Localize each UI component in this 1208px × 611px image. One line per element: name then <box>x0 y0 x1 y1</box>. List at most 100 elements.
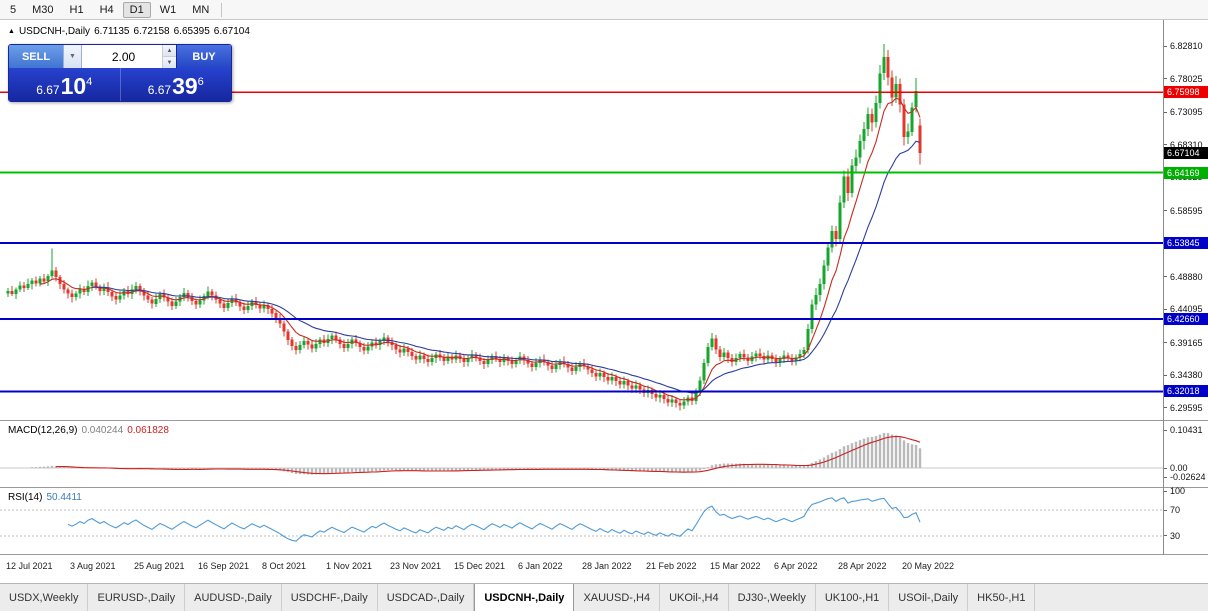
price-scale-label: 6.68310 <box>1170 139 1203 150</box>
timeframe-button-h1[interactable]: H1 <box>69 3 84 16</box>
bid-price-prefix: 6.67 <box>36 83 60 97</box>
chart-tab-uk100-h1[interactable]: UK100-,H1 <box>816 584 890 611</box>
ohlc-open: 6.71135 <box>94 26 130 37</box>
buy-price-display[interactable]: 6.67 39 6 <box>121 68 232 101</box>
chart-tab-audusd-daily[interactable]: AUDUSD-,Daily <box>185 584 282 611</box>
rsi-value: 50.4411 <box>46 492 82 503</box>
chart-tab-bar: USDX,Weekly EURUSD-,Daily AUDUSD-,Daily USD… <box>0 583 1208 611</box>
panel-resize-separator[interactable] <box>0 487 1208 488</box>
chart-tab-usdcnh-daily[interactable]: USDCNH-,Daily <box>474 584 575 611</box>
scale-separator <box>1163 20 1164 555</box>
price-scale-label: 6.73095 <box>1170 107 1203 118</box>
timeframe-button-w1[interactable]: W1 <box>159 3 177 16</box>
macd-scale-label: 0.00 <box>1170 463 1188 473</box>
date-label: 8 Oct 2021 <box>262 561 307 571</box>
macd-scale-label: -0.02624 <box>1170 472 1206 483</box>
rsi-indicator-panel[interactable] <box>0 488 1163 554</box>
date-label: 12 Jul 2021 <box>6 561 53 571</box>
rsi-scale-label: 70 <box>1170 505 1181 516</box>
macd-title: MACD(12,26,9) <box>8 425 78 436</box>
rsi-scale-label: 30 <box>1170 530 1181 541</box>
chart-tab-usdx-weekly[interactable]: USDX,Weekly <box>0 584 89 611</box>
price-scale-tick <box>1164 111 1167 113</box>
date-label: 21 Feb 2022 <box>646 561 697 571</box>
price-scale-label: 6.82810 <box>1170 41 1203 51</box>
rsi-header: RSI(14) 50.4411 <box>8 492 82 503</box>
spin-down-icon[interactable]: ▼ <box>163 57 176 68</box>
price-badge: 6.42660 <box>1164 312 1208 325</box>
date-label: 28 Jan 2022 <box>582 561 632 571</box>
toolbar-separator <box>221 2 223 17</box>
date-label: 15 Mar 2022 <box>710 561 761 571</box>
date-label: 6 Apr 2022 <box>774 561 818 571</box>
timeframe-button-mn[interactable]: MN <box>192 3 210 16</box>
timeframe-button-d1[interactable]: D1 <box>122 1 151 18</box>
timeframe-button-5[interactable]: 5 <box>10 3 17 16</box>
chart-tab-hk50-h1[interactable]: HK50-,H1 <box>968 584 1036 611</box>
rsi-scale-label: 100 <box>1170 486 1186 496</box>
timeframe-button-h4[interactable]: H4 <box>99 3 114 16</box>
price-scale-label: 6.48880 <box>1170 271 1203 282</box>
date-label: 20 May 2022 <box>902 561 955 571</box>
price-scale-tick <box>1164 276 1167 278</box>
macd-scale-tick <box>1164 429 1167 431</box>
one-click-trading-panel: SELL ▼ ▲ ▼ BUY 6.67 10 4 6.67 39 <box>8 44 232 102</box>
date-label: 23 Nov 2021 <box>390 561 442 571</box>
chart-tab-usoil-daily[interactable]: USOil-,Daily <box>889 584 969 611</box>
volume-input[interactable] <box>82 45 176 68</box>
timeframe-button-m30[interactable]: M30 <box>32 3 54 16</box>
price-scale-label: 6.58595 <box>1170 205 1203 216</box>
rsi-scale-tick <box>1164 535 1167 537</box>
volume-dropdown-button[interactable]: ▼ <box>63 45 82 68</box>
buy-button[interactable]: BUY <box>176 45 231 68</box>
ohlc-low: 6.65395 <box>173 26 210 37</box>
price-scale[interactable]: 6.828106.780256.730956.683106.635256.585… <box>1164 20 1208 420</box>
price-scale-label: 6.29595 <box>1170 402 1203 413</box>
panel-resize-separator[interactable] <box>0 420 1208 421</box>
rsi-title: RSI(14) <box>8 492 43 503</box>
price-scale-label: 6.34380 <box>1170 370 1203 381</box>
date-label: 6 Jan 2022 <box>518 561 563 571</box>
date-label: 16 Sep 2021 <box>198 561 250 571</box>
macd-scale-tick <box>1164 476 1167 478</box>
chart-tab-usdcad-daily[interactable]: USDCAD-,Daily <box>378 584 475 611</box>
chart-tab-usdchf-daily[interactable]: USDCHF-,Daily <box>282 584 378 611</box>
chart-marker-icon: ▲ <box>8 28 15 35</box>
volume-spinner: ▲ ▼ <box>162 45 176 68</box>
spin-up-icon[interactable]: ▲ <box>163 45 176 57</box>
panel-resize-separator[interactable] <box>0 554 1208 555</box>
price-scale-tick <box>1164 407 1167 409</box>
timeframe-toolbar: 5 M30 H1 H4 D1 W1 MN <box>0 0 1208 20</box>
price-scale-tick <box>1164 45 1167 47</box>
date-label: 3 Aug 2021 <box>70 561 116 571</box>
sell-button[interactable]: SELL <box>9 45 63 68</box>
chart-symbol-period: USDCNH-,Daily <box>18 26 91 37</box>
rsi-scale-tick <box>1164 509 1167 511</box>
macd-scale-tick <box>1164 467 1167 469</box>
price-scale-tick <box>1164 374 1167 376</box>
sell-price-display[interactable]: 6.67 10 4 <box>9 68 121 101</box>
price-scale-tick <box>1164 144 1167 146</box>
chevron-down-icon: ▼ <box>69 53 76 60</box>
macd-indicator-panel[interactable] <box>0 421 1163 487</box>
ask-price-pips: 39 <box>172 73 198 99</box>
price-scale-tick <box>1164 308 1167 310</box>
time-axis[interactable]: 12 Jul 2021 3 Aug 2021 25 Aug 2021 16 Sep 2… <box>0 555 1163 582</box>
ohlc-close: 6.67104 <box>213 26 250 37</box>
price-scale-label: 6.78025 <box>1170 73 1203 84</box>
chart-tab-eurusd-daily[interactable]: EURUSD-,Daily <box>88 584 186 611</box>
price-scale-tick <box>1164 210 1167 212</box>
macd-main-value: 0.040244 <box>81 425 124 436</box>
chart-tab-dj30-weekly[interactable]: DJ30-,Weekly <box>729 584 816 611</box>
volume-field: ▲ ▼ <box>82 45 176 68</box>
price-scale-label: 6.44095 <box>1170 304 1203 315</box>
rsi-scale: 100 70 30 <box>1164 486 1208 554</box>
ask-price-point: 6 <box>197 76 204 88</box>
chart-tab-xauusd-h4[interactable]: XAUUSD-,H4 <box>574 584 661 611</box>
ask-price-prefix: 6.67 <box>147 83 172 97</box>
price-scale-tick <box>1164 342 1167 344</box>
price-badge: 6.64169 <box>1164 166 1208 179</box>
macd-scale-label: 0.10431 <box>1170 425 1203 436</box>
macd-scale: 0.10431 0.00 -0.02624 <box>1164 421 1208 487</box>
chart-tab-ukoil-h4[interactable]: UKOil-,H4 <box>660 584 729 611</box>
